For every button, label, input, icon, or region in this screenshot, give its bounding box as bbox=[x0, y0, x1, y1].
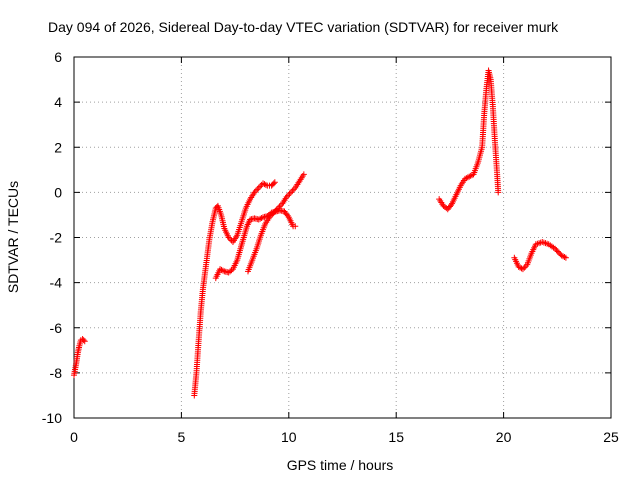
x-axis-label: GPS time / hours bbox=[287, 457, 394, 473]
x-tick-label: 15 bbox=[388, 429, 404, 445]
data-point bbox=[292, 223, 299, 230]
data-point bbox=[258, 214, 265, 221]
data-point bbox=[270, 180, 277, 187]
x-tick-label: 5 bbox=[178, 429, 186, 445]
data-point bbox=[289, 187, 296, 194]
data-point bbox=[255, 184, 262, 191]
y-tick-label: 4 bbox=[54, 94, 62, 110]
y-axis-label: SDTVAR / TECUs bbox=[5, 181, 21, 293]
data-point bbox=[561, 254, 568, 261]
data-point bbox=[81, 338, 88, 345]
data-point bbox=[284, 212, 291, 219]
axis-ticks bbox=[73, 56, 612, 419]
data-point bbox=[286, 190, 293, 197]
data-point bbox=[552, 245, 559, 252]
data-point bbox=[271, 179, 278, 186]
y-tick-label: -2 bbox=[50, 230, 63, 246]
data-point bbox=[447, 202, 454, 209]
y-tick-label: -10 bbox=[42, 410, 62, 426]
data-point bbox=[521, 264, 528, 271]
data-point bbox=[554, 248, 561, 255]
data-point bbox=[262, 181, 269, 188]
data-point bbox=[287, 189, 294, 196]
data-point bbox=[219, 267, 226, 274]
x-tick-label: 0 bbox=[70, 429, 78, 445]
x-tick-label: 25 bbox=[603, 429, 619, 445]
data-point bbox=[254, 186, 261, 193]
data-point bbox=[80, 337, 87, 344]
y-tick-label: 2 bbox=[54, 139, 62, 155]
x-tick-label: 20 bbox=[496, 429, 512, 445]
y-tick-label: -6 bbox=[50, 320, 63, 336]
y-tick-label: -4 bbox=[50, 275, 63, 291]
grid-lines bbox=[74, 57, 611, 418]
y-tick-labels: -10 -8 -6 -4 -2 0 2 4 6 bbox=[42, 49, 62, 426]
data-point bbox=[553, 247, 560, 254]
data-point bbox=[495, 189, 502, 196]
data-points bbox=[71, 67, 569, 399]
y-tick-label: 6 bbox=[54, 49, 62, 65]
data-point bbox=[556, 249, 563, 256]
data-point bbox=[300, 171, 307, 178]
y-tick-label: 0 bbox=[54, 184, 62, 200]
data-point bbox=[518, 265, 525, 272]
x-tick-label: 10 bbox=[281, 429, 297, 445]
data-point bbox=[562, 254, 569, 261]
y-tick-label: -8 bbox=[50, 365, 63, 381]
x-tick-labels: 0 5 10 15 20 25 bbox=[70, 429, 619, 445]
chart-title: Day 094 of 2026, Sidereal Day-to-day VTE… bbox=[48, 19, 559, 35]
